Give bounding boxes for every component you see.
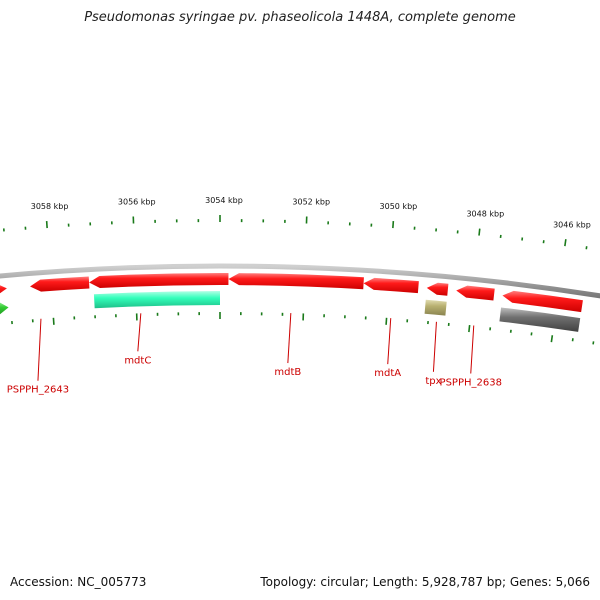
- gene-features: [0, 273, 583, 332]
- gene-feature-green: [0, 302, 9, 315]
- gene-label-mdtc: mdtC: [124, 355, 151, 366]
- genome-stats-text: Topology: circular; Length: 5,928,787 bp…: [260, 575, 590, 589]
- backbone: [0, 263, 600, 299]
- leader-line: [287, 313, 292, 364]
- leader-line: [387, 318, 392, 365]
- major-tick: [468, 324, 471, 333]
- scale-label: 3048 kbp: [466, 210, 504, 219]
- major-tick: [564, 239, 567, 247]
- gene-label-tpx: tpx: [425, 376, 441, 387]
- backbone-ring: [0, 263, 600, 299]
- gene-pspph-2638: [456, 285, 495, 301]
- gene-feature-red: [0, 285, 7, 294]
- major-tick: [478, 228, 481, 236]
- leader-line: [432, 321, 437, 372]
- major-tick: [550, 335, 554, 343]
- inner-scale-ticks: [11, 312, 595, 345]
- leader-line: [37, 318, 42, 381]
- gene-label-mdta: mdtA: [374, 368, 401, 379]
- gene-label-pspph-2638: PSPPH_2638: [440, 378, 502, 389]
- scale-label: 3046 kbp: [553, 220, 591, 229]
- scale-label: 3056 kbp: [118, 198, 156, 207]
- gene-feature-olive: [424, 299, 447, 316]
- scale-label: 3052 kbp: [292, 198, 330, 207]
- gene-label-mdtb: mdtB: [274, 367, 301, 378]
- gene-mdta: [363, 277, 419, 294]
- outer-scale-ticks: 3058 kbp 3056 kbp 3054 kbp 3052 kbp 3050 kbp…: [2, 196, 591, 250]
- gene-feature-cyan: [93, 291, 220, 309]
- gene-mdtb: [228, 273, 364, 290]
- accession-text: Accession: NC_005773: [10, 575, 147, 589]
- gene-label-pspph-2643: PSPPH_2643: [7, 385, 69, 396]
- scale-label: 3054 kbp: [205, 196, 243, 205]
- gene-pspph-2643: [30, 276, 90, 292]
- gene-tpx: [426, 282, 449, 296]
- leader-line: [470, 325, 475, 374]
- gene-mdtc: [89, 273, 229, 288]
- leader-line: [137, 313, 142, 352]
- scale-label: 3058 kbp: [31, 202, 69, 211]
- page-title: Pseudomonas syringae pv. phaseolicola 14…: [84, 10, 516, 25]
- gene-feature-red: [502, 290, 583, 313]
- gene-feature-gray: [499, 307, 581, 332]
- scale-label: 3050 kbp: [380, 202, 418, 211]
